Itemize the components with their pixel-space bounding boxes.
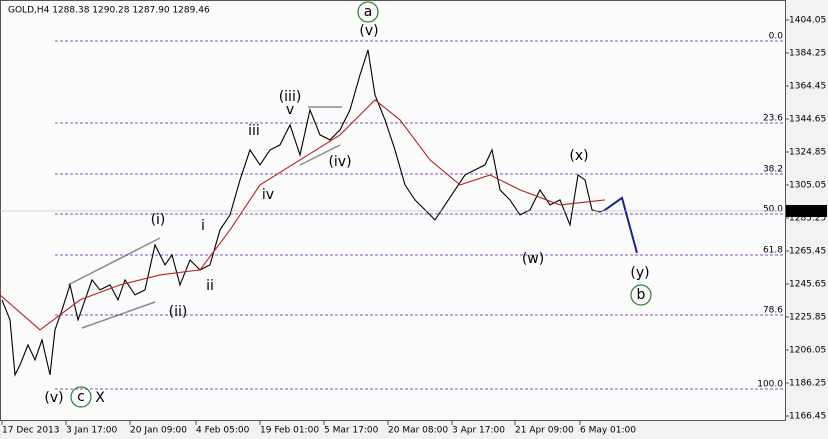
y-tick-label: 1344.65 [789, 115, 826, 125]
y-tick-label: 1285.25 [789, 214, 826, 224]
wave-label: i [201, 218, 205, 234]
wave-label: ii [206, 278, 214, 294]
x-tick-label: 3 Apr 17:00 [452, 426, 505, 436]
fib-label: 23.6 [763, 114, 783, 124]
price-line [1, 49, 606, 377]
x-tick-label: 21 Apr 09:00 [515, 426, 574, 436]
y-tick-label: 1166.45 [789, 412, 826, 422]
fib-label: 50.0 [763, 205, 783, 215]
x-tick-label: 20 Mar 08:00 [388, 426, 448, 436]
wave-label: (v) [359, 23, 378, 39]
wave-label: iv [262, 187, 274, 203]
wave-circle [357, 1, 379, 23]
x-tick-label: 5 Mar 17:00 [324, 426, 379, 436]
wave-label: (x) [569, 148, 588, 164]
y-tick-label: 1225.85 [789, 313, 826, 323]
plot-area [0, 0, 786, 421]
fib-label: 0.0 [769, 32, 784, 42]
fib-label: 100.0 [757, 380, 783, 390]
price-line [604, 196, 638, 254]
fib-label: 78.6 [763, 306, 783, 316]
wave-label: b [637, 287, 646, 303]
y-tick-label: 1364.45 [789, 82, 826, 92]
x-tick-label: 17 Dec 2013 [2, 426, 60, 436]
x-tick-label: 20 Jan 09:00 [130, 426, 187, 436]
y-tick-label: 1404.05 [789, 16, 826, 26]
y-tick-label: 1324.85 [789, 148, 826, 158]
chart-title: GOLD,H4 1288.38 1290.28 1287.90 1289.46 [8, 6, 210, 16]
x-tick-label: 19 Feb 01:00 [260, 426, 319, 436]
x-tick-label: 4 Feb 05:00 [196, 426, 250, 436]
wave-label: (y) [630, 265, 649, 281]
price-line [0, 99, 606, 331]
y-tick-label: 1245.65 [789, 280, 826, 290]
fib-label: 61.8 [763, 246, 783, 256]
y-tick-label: 1186.25 [789, 379, 826, 389]
wave-label: c [77, 389, 85, 405]
wave-label: iii [248, 123, 260, 139]
wave-circle [630, 284, 652, 306]
wave-label: X [95, 390, 105, 406]
wave-label: (w) [522, 251, 544, 267]
y-tick-label: 1265.45 [789, 247, 826, 257]
wave-label: v [286, 102, 294, 118]
x-tick-label: 6 May 01:00 [580, 426, 636, 436]
last-price-label: 1289.46 [789, 206, 826, 216]
y-tick-label: 1305.05 [789, 181, 826, 191]
wave-label: (v) [44, 390, 63, 406]
wave-label: (i) [151, 212, 166, 228]
wave-label: a [364, 4, 373, 20]
last-price-box [786, 204, 827, 217]
x-tick-label: 3 Jan 17:00 [66, 426, 118, 436]
wave-circle [70, 386, 92, 408]
y-tick-label: 1206.05 [789, 346, 826, 356]
y-tick-label: 1384.25 [789, 49, 826, 59]
channel [67, 106, 342, 329]
wave-label: (ii) [169, 304, 188, 320]
wave-label: (iii) [279, 89, 302, 105]
wave-label: (iv) [328, 154, 351, 170]
fib-label: 38.2 [763, 165, 783, 175]
